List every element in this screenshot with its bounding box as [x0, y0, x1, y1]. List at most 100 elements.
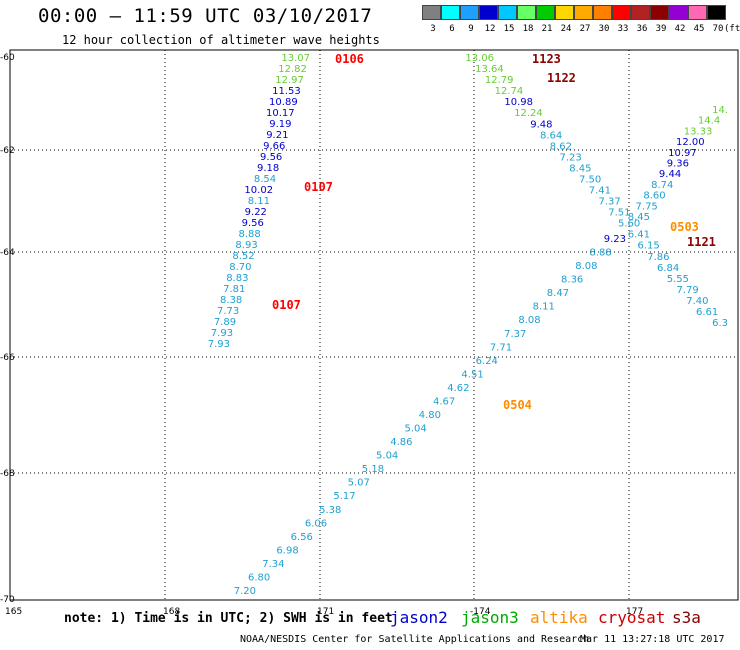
wave-height-value: 10.89: [269, 97, 298, 108]
wave-height-value: 11.53: [272, 86, 301, 97]
wave-height-value: 6.98: [276, 545, 298, 556]
wave-height-value: 8.60: [643, 191, 665, 202]
legend-swatch: [536, 5, 555, 20]
legend-swatch: [479, 5, 498, 20]
wave-height-value: 5.07: [348, 478, 370, 489]
pass-time-label: 0504: [503, 398, 532, 412]
legend-swatch: [593, 5, 612, 20]
wave-height-value: 8.70: [229, 262, 251, 273]
wave-height-value: 8.45: [569, 163, 591, 174]
wave-height-value: 10.97: [668, 148, 697, 159]
legend-swatch: [707, 5, 726, 20]
wave-height-value: 5.55: [667, 274, 689, 285]
wave-height-value: 6.15: [637, 241, 659, 252]
wave-height-value: 6.61: [696, 307, 718, 318]
legend-level-label: 18: [522, 24, 534, 34]
wave-height-value: 7.40: [686, 296, 708, 307]
wave-height-value: 7.79: [676, 285, 698, 296]
wave-height-value: 9.66: [263, 141, 285, 152]
wave-height-value: 7.41: [589, 186, 611, 197]
wave-height-value: 9.23: [604, 234, 626, 245]
wave-height-value: 6.06: [305, 518, 327, 529]
pass-time-label: 0107: [272, 298, 301, 312]
legend-level-label: 45: [693, 24, 705, 34]
wave-height-value: 6.24: [476, 356, 498, 367]
wave-height-value: 8.64: [540, 130, 562, 141]
pass-time-label: 0107: [304, 180, 333, 194]
wave-height-value: 7.86: [647, 252, 669, 263]
legend-level-label: 36: [636, 24, 648, 34]
wave-height-value: 8.08: [575, 261, 597, 272]
wave-height-value: 9.44: [659, 169, 681, 180]
wave-height-value: 10.17: [266, 108, 295, 119]
wave-height-value: 8.11: [248, 196, 270, 207]
legend-level-label: 30: [598, 24, 610, 34]
wave-height-value: 5.17: [333, 491, 355, 502]
wave-height-value: 5.60: [618, 219, 640, 230]
wave-height-value: 12.00: [676, 137, 705, 148]
pass-time-label: 1122: [547, 71, 576, 85]
wave-height-value: 14.4: [698, 116, 720, 127]
satellite-name: cryosat: [598, 608, 666, 627]
latitude-label: -70: [0, 595, 15, 605]
satellite-name: jason3: [461, 608, 519, 627]
wave-height-value: 8.54: [254, 174, 276, 185]
wave-height-value: 8.47: [547, 288, 569, 299]
wave-height-value: 4.67: [433, 396, 455, 407]
legend-level-label: 33: [617, 24, 629, 34]
wave-height-value: 8.83: [226, 273, 248, 284]
legend-level-label: 21: [541, 24, 553, 34]
wave-height-value: 8.08: [518, 315, 540, 326]
wave-height-value: 13.06: [465, 53, 494, 64]
latitude-label: -62: [0, 146, 15, 156]
wave-height-value: 12.97: [275, 75, 304, 86]
wave-height-value: 4.51: [461, 369, 483, 380]
pass-time-label: 0503: [670, 220, 699, 234]
wave-height-value: 8.88: [590, 248, 612, 259]
wave-height-value: 9.48: [530, 119, 552, 130]
wave-height-value: 10.02: [244, 185, 273, 196]
wave-height-value: 4.80: [419, 410, 441, 421]
wave-height-value: 8.45: [628, 212, 650, 223]
wave-height-value: 8.93: [235, 240, 257, 251]
legend-level-label: 27: [579, 24, 591, 34]
wave-height-value: 14.: [712, 105, 728, 116]
legend-level-label: 24: [560, 24, 572, 34]
wave-height-value: 9.56: [242, 218, 264, 229]
wave-height-value: 6.41: [628, 230, 650, 241]
wave-height-value: 7.73: [217, 306, 239, 317]
latitude-label: -66: [0, 353, 15, 363]
satellite-name: s3a: [672, 608, 701, 627]
wave-height-value: 12.82: [278, 64, 307, 75]
pass-time-label: 0106: [335, 52, 364, 66]
wave-height-value: 7.89: [214, 317, 236, 328]
wave-height-value: 7.37: [598, 197, 620, 208]
legend-level-label: 70: [712, 24, 724, 34]
legend-level-label: 3: [430, 24, 436, 34]
wave-height-value: 4.62: [447, 383, 469, 394]
wave-height-value: 8.52: [232, 251, 254, 262]
wave-height-value: 6.3: [712, 318, 728, 329]
wave-height-value: 9.18: [257, 163, 279, 174]
wave-height-value: 7.37: [504, 329, 526, 340]
legend-swatch: [555, 5, 574, 20]
wave-height-value: 7.20: [234, 586, 256, 597]
legend-swatch: [650, 5, 669, 20]
legend-level-label: 12: [484, 24, 496, 34]
wave-height-value: 7.81: [223, 284, 245, 295]
wave-height-value: 13.07: [281, 53, 310, 64]
wave-height-value: 8.36: [561, 275, 583, 286]
map-frame: [9, 49, 739, 601]
legend-swatch: [460, 5, 479, 20]
latitude-label: -64: [0, 248, 15, 258]
latitude-label: -60: [0, 53, 15, 63]
wave-height-value: 7.93: [211, 328, 233, 339]
wave-height-value: 5.18: [362, 464, 384, 475]
wave-height-value: 7.51: [608, 208, 630, 219]
wave-height-value: 7.34: [262, 559, 284, 570]
wave-height-value: 4.86: [390, 437, 412, 448]
wave-height-value: 8.38: [220, 295, 242, 306]
wave-height-value: 7.71: [490, 342, 512, 353]
map-subtitle: 12 hour collection of altimeter wave hei…: [62, 33, 380, 47]
